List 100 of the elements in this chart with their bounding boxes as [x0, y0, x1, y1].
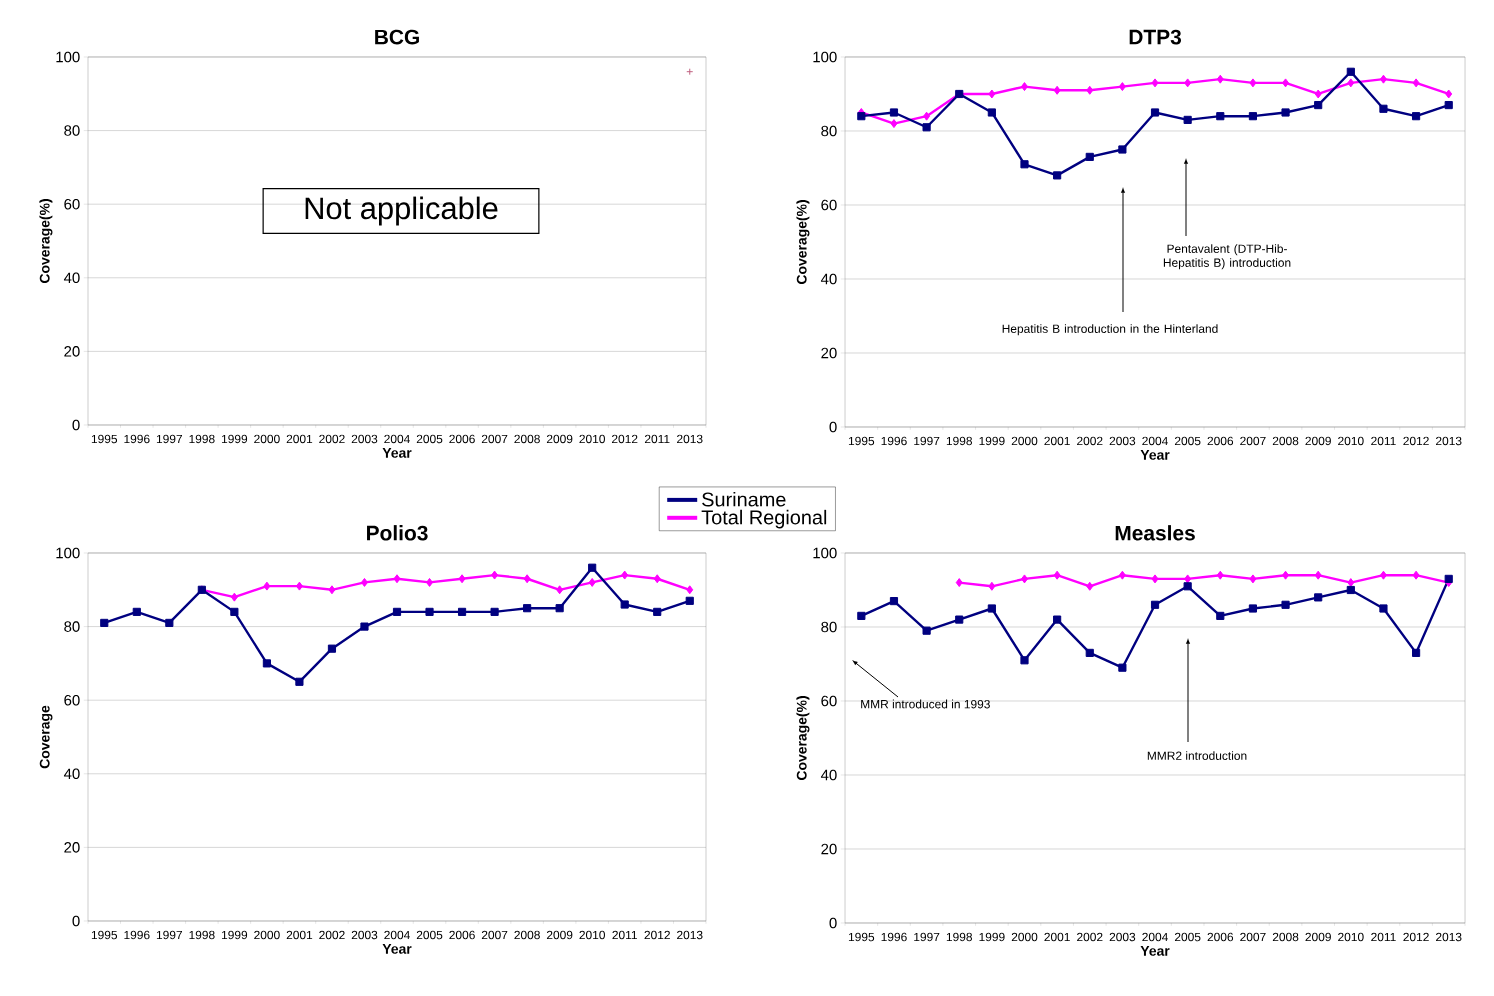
x-tick-label: 2009 — [546, 930, 573, 940]
x-tick-label: 1995 — [91, 930, 118, 940]
x-tick-label: 2008 — [1272, 436, 1299, 446]
x-tick-label: 2012 — [611, 434, 638, 444]
point — [1346, 67, 1355, 76]
y-tick-label: 0 — [829, 917, 837, 929]
x-axis-title: Year — [382, 448, 412, 458]
x-tick-label: 1997 — [914, 436, 940, 446]
point — [165, 618, 174, 627]
point — [1249, 574, 1257, 584]
point — [1445, 89, 1453, 99]
point — [955, 615, 964, 624]
x-tick-label: 2009 — [1305, 436, 1331, 446]
point — [1412, 570, 1420, 580]
point — [1379, 104, 1388, 113]
x-tick-label: 2004 — [1142, 932, 1168, 942]
x-tick-label: 1999 — [221, 930, 248, 940]
point — [1118, 663, 1127, 672]
point — [1021, 82, 1028, 92]
x-tick-label: 2005 — [1174, 932, 1201, 942]
point — [889, 597, 899, 606]
x-tick-label: 2001 — [1044, 436, 1070, 446]
x-tick-label: 2013 — [677, 434, 703, 444]
point — [1412, 112, 1421, 121]
x-tick-label: 1997 — [156, 434, 183, 444]
point — [360, 577, 368, 587]
point — [426, 577, 434, 587]
point — [523, 574, 531, 584]
legend-label: Total Regional — [701, 509, 827, 529]
x-tick-label: 1996 — [881, 436, 907, 446]
annotation: MMR introduced in 1993 — [861, 699, 990, 709]
point — [1216, 570, 1224, 580]
point — [1184, 78, 1192, 88]
x-tick-label: 2000 — [1011, 436, 1038, 446]
point — [1053, 171, 1062, 180]
point — [1249, 78, 1257, 88]
x-tick-label: 2011 — [1371, 932, 1396, 942]
y-tick-label: 60 — [64, 694, 80, 706]
x-tick-label: 2003 — [351, 930, 378, 940]
point — [1150, 108, 1160, 117]
point — [393, 574, 401, 584]
y-tick-label: 60 — [821, 199, 837, 211]
x-tick-label: 2013 — [677, 930, 703, 940]
chart-title: BCG — [375, 29, 419, 45]
x-tick-label: 2012 — [1403, 436, 1429, 446]
x-tick-label: 1996 — [124, 930, 150, 940]
point — [922, 123, 931, 132]
x-tick-label: 2010 — [1338, 932, 1364, 942]
point — [653, 607, 662, 616]
y-tick-label: 20 — [64, 346, 80, 357]
x-tick-label: 2003 — [1109, 436, 1136, 446]
x-tick-label: 1995 — [848, 932, 875, 942]
point — [1444, 574, 1453, 583]
x-tick-label: 2002 — [319, 434, 345, 444]
chart-title: Polio3 — [367, 525, 428, 541]
point — [230, 607, 239, 616]
point — [1020, 160, 1029, 169]
point — [262, 659, 271, 668]
point — [1216, 611, 1225, 620]
point — [555, 604, 564, 613]
x-tick-label: 2013 — [1436, 932, 1462, 942]
point — [491, 570, 499, 580]
y-tick-label: 0 — [72, 915, 80, 927]
x-tick-label: 2010 — [579, 930, 605, 940]
x-tick-label: 2003 — [351, 434, 378, 444]
point — [1314, 89, 1322, 99]
x-tick-label: 2006 — [1207, 932, 1234, 942]
x-tick-label: 2008 — [514, 930, 540, 940]
point — [922, 626, 931, 635]
y-axis-title: Coverage — [39, 705, 53, 769]
point — [1053, 570, 1061, 580]
point — [263, 581, 271, 591]
point — [1444, 101, 1453, 110]
x-tick-label: 2005 — [1174, 436, 1201, 446]
point — [1412, 648, 1421, 657]
point — [889, 108, 899, 117]
annotation: Pentavalent (DTP-Hib-Hepatitis B) introduction — [1163, 244, 1291, 270]
point — [1347, 578, 1355, 588]
x-tick-label: 2000 — [254, 930, 280, 940]
point — [1020, 656, 1029, 665]
point — [987, 604, 996, 613]
x-tick-label: 2004 — [384, 930, 410, 940]
annotation: Hepatitis B introduction in the Hinterland — [1002, 324, 1218, 336]
point — [132, 607, 141, 616]
point — [392, 607, 402, 616]
y-tick-label: 0 — [72, 419, 80, 431]
point — [1053, 85, 1061, 95]
point — [1183, 582, 1192, 591]
point — [1248, 112, 1258, 121]
y-tick-label: 20 — [821, 843, 837, 855]
x-tick-label: 2004 — [1142, 436, 1168, 446]
point — [1085, 648, 1094, 657]
x-tick-label: 1996 — [881, 932, 907, 942]
point — [1118, 145, 1127, 154]
x-tick-label: 1999 — [979, 932, 1005, 942]
y-axis-title: Coverage(%) — [796, 200, 810, 285]
point — [955, 578, 963, 588]
y-tick-label: 80 — [821, 621, 837, 633]
point — [1053, 615, 1062, 624]
point — [1347, 78, 1355, 88]
